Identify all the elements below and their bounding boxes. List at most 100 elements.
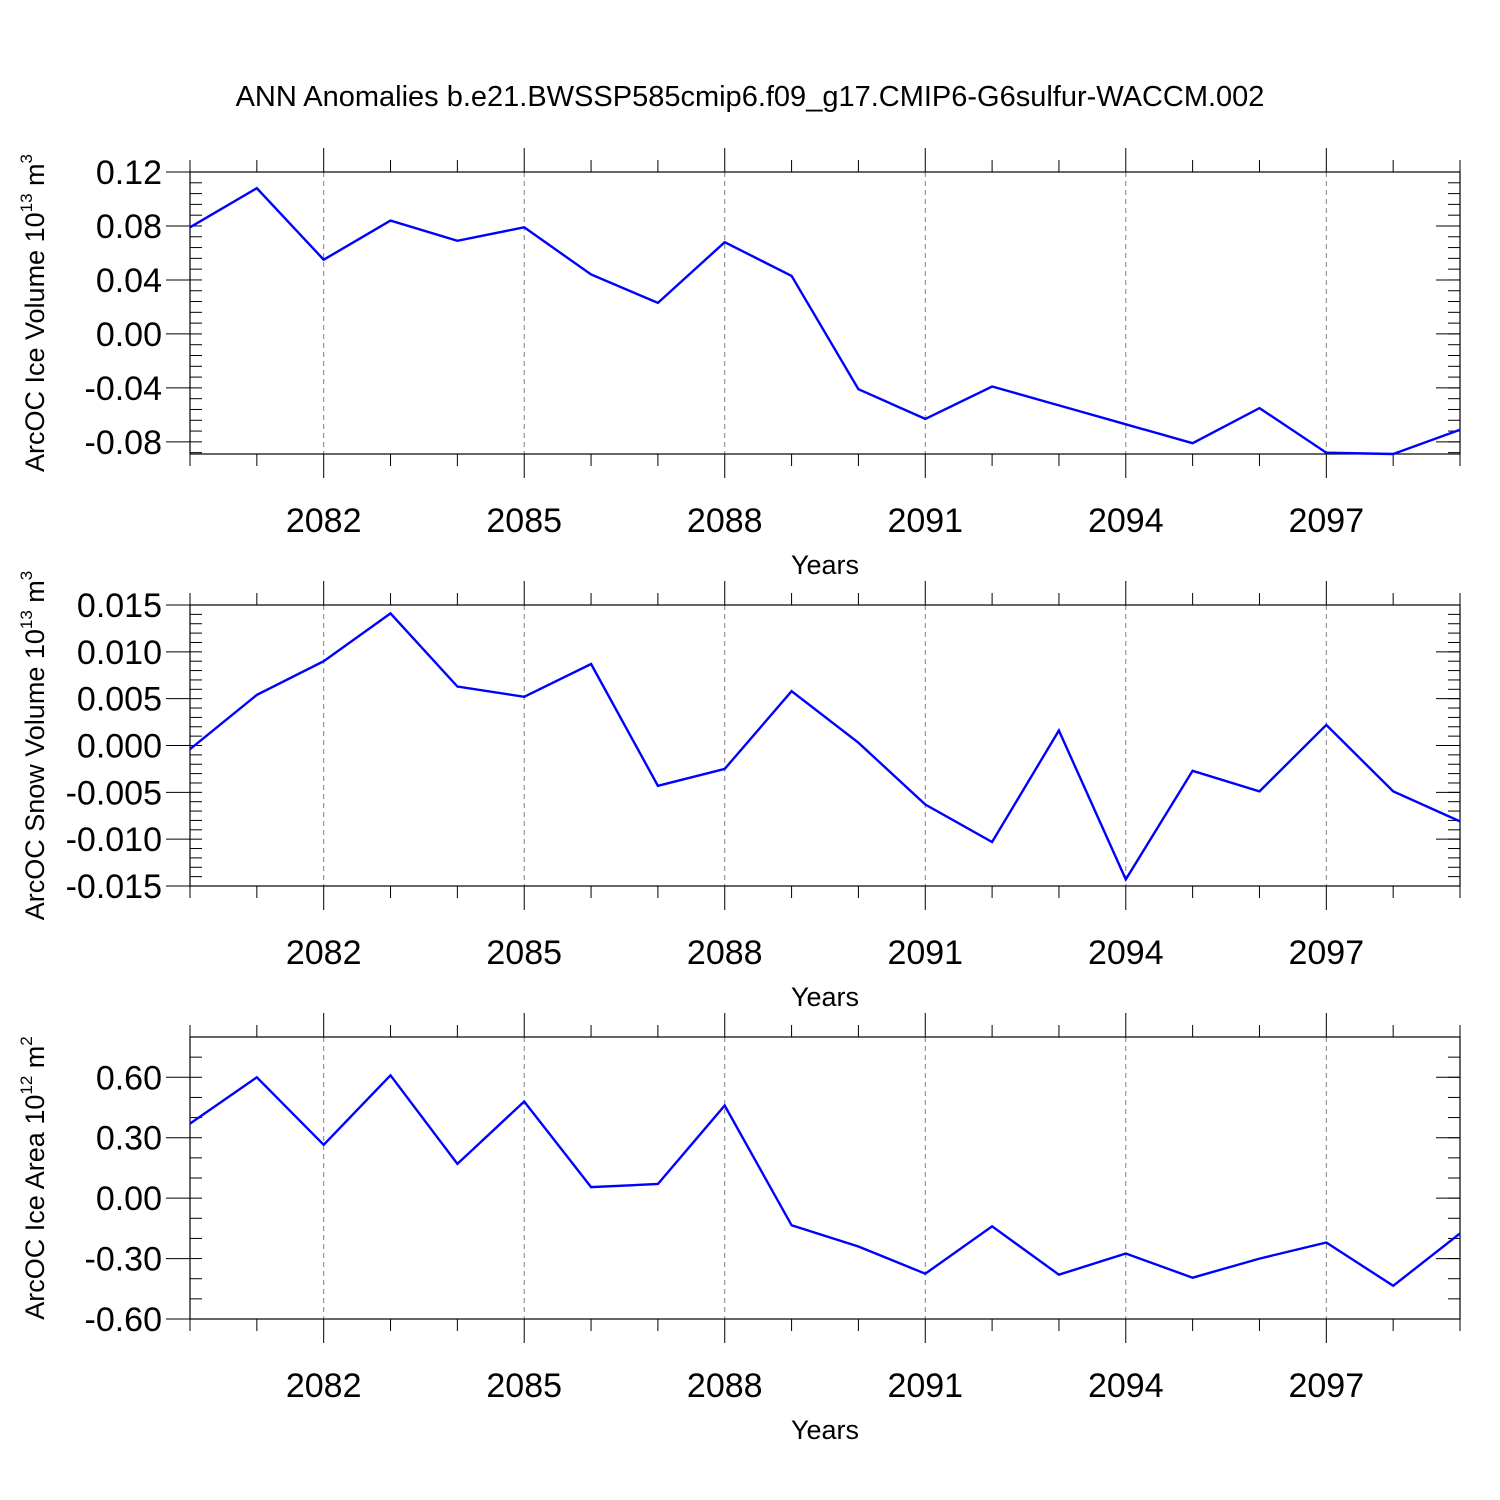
- data-point: [856, 1244, 860, 1248]
- y-axis-label: ArcOC Snow Volume 1013 m3: [17, 571, 50, 921]
- y-tick-label: 0.00: [96, 1180, 162, 1218]
- y-tick-label: 0.000: [77, 728, 162, 766]
- data-point: [990, 840, 994, 844]
- data-point: [589, 662, 593, 666]
- data-point: [1057, 1273, 1061, 1277]
- x-tick-label: 2088: [687, 502, 763, 540]
- data-point: [255, 693, 259, 697]
- data-point: [856, 387, 860, 391]
- data-point: [589, 273, 593, 277]
- data-point: [589, 1185, 593, 1189]
- data-point: [322, 258, 326, 262]
- data-point: [1324, 723, 1328, 727]
- x-tick-label: 2094: [1088, 934, 1164, 972]
- data-point: [455, 239, 459, 243]
- x-tick-label: 2097: [1288, 502, 1364, 540]
- x-tick-label: 2085: [486, 502, 562, 540]
- data-point: [389, 219, 393, 223]
- y-tick-label: 0.00: [96, 316, 162, 354]
- data-point: [1124, 877, 1128, 881]
- x-tick-label: 2082: [286, 934, 362, 972]
- y-axis-label: ArcOC Ice Volume 1013 m3: [17, 154, 50, 472]
- y-tick-label: -0.015: [66, 868, 162, 906]
- data-point: [790, 274, 794, 278]
- y-tick-label: 0.010: [77, 634, 162, 672]
- x-axis-label: Years: [791, 550, 859, 580]
- x-axis-label: Years: [791, 1415, 859, 1445]
- x-tick-label: 2091: [887, 502, 963, 540]
- data-point: [522, 1099, 526, 1103]
- x-axis-label: Years: [791, 982, 859, 1012]
- data-point: [923, 803, 927, 807]
- data-point: [723, 767, 727, 771]
- plot-frame: [189, 604, 1461, 887]
- data-point: [522, 225, 526, 229]
- y-tick-label: 0.60: [96, 1059, 162, 1097]
- plot-frame: [189, 1036, 1461, 1320]
- data-point: [1124, 422, 1128, 426]
- data-point: [1458, 428, 1462, 432]
- data-point: [322, 1143, 326, 1147]
- data-point: [1391, 1284, 1395, 1288]
- x-tick-label: 2094: [1088, 502, 1164, 540]
- x-tick-label: 2088: [687, 934, 763, 972]
- data-point: [856, 741, 860, 745]
- y-axis-label: ArcOC Ice Area 1012 m2: [17, 1036, 50, 1320]
- data-point: [656, 301, 660, 305]
- data-point: [1324, 1240, 1328, 1244]
- data-point: [255, 186, 259, 190]
- series-line: [189, 611, 1461, 882]
- x-tick-label: 2082: [286, 1367, 362, 1405]
- y-tick-label: -0.005: [66, 774, 162, 812]
- data-point: [990, 1224, 994, 1228]
- data-point: [522, 695, 526, 699]
- y-tick-label: -0.010: [66, 821, 162, 859]
- y-tick-label: -0.08: [85, 424, 163, 462]
- data-point: [790, 689, 794, 693]
- data-point: [1057, 403, 1061, 407]
- data-point: [723, 1103, 727, 1107]
- data-point: [255, 1075, 259, 1079]
- series-line: [189, 1073, 1461, 1288]
- data-point: [923, 417, 927, 421]
- data-point: [1458, 1231, 1462, 1235]
- y-tick-label: 0.04: [96, 262, 162, 300]
- series-line: [189, 186, 1461, 456]
- data-point: [188, 1122, 192, 1126]
- y-tick-label: 0.08: [96, 208, 162, 246]
- data-point: [1391, 452, 1395, 456]
- chart-title: ANN Anomalies b.e21.BWSSP585cmip6.f09_g1…: [236, 81, 1265, 113]
- y-tick-label: 0.30: [96, 1120, 162, 1158]
- y-tick-label: -0.04: [85, 370, 163, 408]
- data-point: [790, 1223, 794, 1227]
- data-point: [455, 684, 459, 688]
- data-point: [1191, 769, 1195, 773]
- data-point: [455, 1162, 459, 1166]
- x-tick-label: 2088: [687, 1367, 763, 1405]
- x-tick-label: 2082: [286, 502, 362, 540]
- data-point: [1257, 1257, 1261, 1261]
- data-point: [1391, 789, 1395, 793]
- y-tick-label: 0.12: [96, 154, 162, 192]
- data-point: [1191, 1276, 1195, 1280]
- y-tick-label: -0.60: [85, 1301, 163, 1339]
- data-point: [389, 1073, 393, 1077]
- data-point: [188, 747, 192, 751]
- data-point: [322, 659, 326, 663]
- data-point: [1458, 819, 1462, 823]
- data-point: [1257, 789, 1261, 793]
- data-point: [389, 611, 393, 615]
- data-point: [1324, 451, 1328, 455]
- data-point: [1191, 441, 1195, 445]
- panel-2: 0.015 0.010 0.005 0.000 -0.005 -0.010 -0.015 20…: [17, 571, 1462, 1012]
- data-point: [188, 225, 192, 229]
- data-point: [1257, 406, 1261, 410]
- x-tick-label: 2085: [486, 934, 562, 972]
- x-tick-label: 2094: [1088, 1367, 1164, 1405]
- y-tick-label: 0.015: [77, 587, 162, 625]
- data-point: [723, 240, 727, 244]
- x-tick-label: 2091: [887, 1367, 963, 1405]
- x-tick-label: 2097: [1288, 934, 1364, 972]
- x-tick-label: 2091: [887, 934, 963, 972]
